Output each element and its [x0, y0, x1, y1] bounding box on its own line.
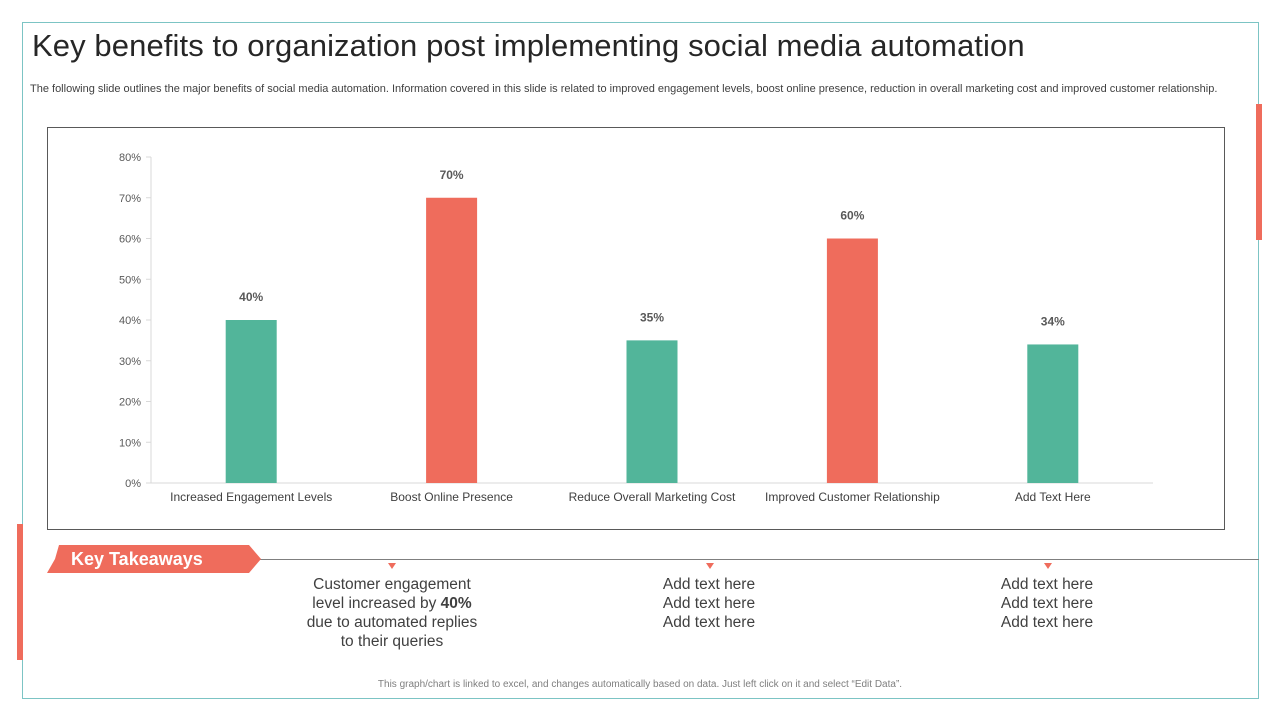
bar-data-label: 35%	[640, 310, 664, 324]
key-takeaways-label: Key Takeaways	[71, 549, 203, 569]
y-tick-label: 10%	[119, 437, 141, 449]
bar-data-label: 60%	[840, 209, 864, 223]
x-category-label: Add Text Here	[1015, 490, 1091, 504]
chart-container[interactable]: 0% 10% 20% 30% 40% 50% 60% 70% 80% 40% Increased E…	[47, 127, 1225, 530]
bar-data-label: 34%	[1041, 314, 1065, 328]
takeaway-1-line-3: due to automated replies	[306, 614, 478, 631]
bar	[426, 197, 478, 483]
footnote: This graph/chart is linked to excel, and…	[377, 679, 903, 690]
bar	[1027, 344, 1079, 483]
page-title: Key benefits to organization post implem…	[32, 28, 1025, 63]
takeaway-3-line-3: Add text here	[1000, 614, 1094, 631]
y-tick-label: 60%	[119, 234, 141, 246]
takeaway-text-3: Add text here Add text here Add text her…	[947, 575, 1147, 632]
takeaway-text-2: Add text here Add text here Add text her…	[609, 575, 809, 632]
takeaways-divider	[258, 559, 1259, 560]
takeaway-marker-3	[1044, 563, 1052, 569]
x-category-label: Boost Online Presence	[390, 490, 513, 504]
bar	[826, 238, 878, 483]
slide-frame	[22, 22, 1259, 699]
bar-data-label: 70%	[440, 168, 464, 182]
x-category-label: Improved Customer Relationship	[765, 490, 940, 504]
accent-bar-left	[17, 524, 23, 660]
takeaway-marker-2	[706, 563, 714, 569]
takeaway-2-line-2: Add text here	[662, 595, 756, 612]
takeaway-1-line-4: to their queries	[340, 633, 444, 650]
x-category-label: Reduce Overall Marketing Cost	[569, 490, 736, 504]
page-subtitle: The following slide outlines the major b…	[30, 83, 1218, 95]
y-tick-label: 80%	[119, 152, 141, 164]
y-tick-label: 20%	[119, 397, 141, 409]
takeaway-marker-1	[388, 563, 396, 569]
bar	[626, 340, 678, 483]
takeaway-2-line-3: Add text here	[662, 614, 756, 631]
bar-chart: 0% 10% 20% 30% 40% 50% 60% 70% 80% 40% Increased E…	[119, 152, 1153, 504]
takeaway-3-line-2: Add text here	[1000, 595, 1094, 612]
takeaway-1-line-2-text: level increased by	[312, 595, 441, 612]
y-tick-label: 30%	[119, 356, 141, 368]
accent-bar-right	[1256, 104, 1262, 240]
y-tick-label: 0%	[125, 478, 141, 490]
banner-shape	[47, 545, 261, 573]
takeaway-1-highlight: 40%	[440, 595, 472, 612]
takeaway-text-1: Customer engagement level increased by 4…	[292, 575, 492, 651]
bar-data-label: 40%	[239, 290, 263, 304]
takeaway-3-line-1: Add text here	[1000, 576, 1094, 593]
x-category-label: Increased Engagement Levels	[170, 490, 332, 504]
takeaway-1-line-1: Customer engagement	[313, 576, 471, 593]
y-tick-label: 70%	[119, 193, 141, 205]
y-tick-label: 40%	[119, 315, 141, 327]
takeaway-1-line-2: level increased by 40%	[292, 594, 492, 613]
takeaway-2-line-1: Add text here	[662, 576, 756, 593]
bar	[225, 320, 277, 483]
y-tick-label: 50%	[119, 274, 141, 286]
